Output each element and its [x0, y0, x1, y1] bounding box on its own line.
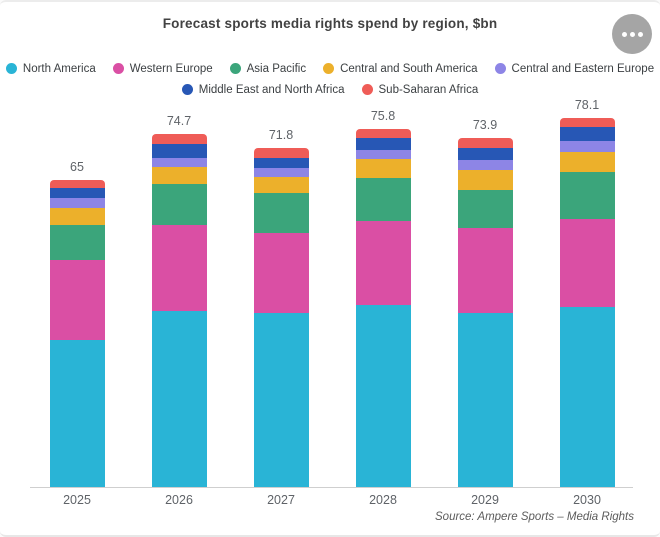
x-axis-label-2026: 2026	[165, 493, 193, 507]
bar-total-label: 74.7	[166, 114, 192, 129]
legend-dot-icon	[494, 63, 506, 74]
legend-item-sub-saharan-africa[interactable]: Sub-Saharan Africa	[361, 83, 479, 96]
bar-segment-central-and-eastern-europe[interactable]	[253, 168, 309, 177]
legend-dot-icon	[229, 63, 241, 74]
bar-segment-middle-east-and-north-africa[interactable]	[151, 144, 207, 158]
bar-segment-central-and-eastern-europe[interactable]	[49, 198, 105, 208]
bar-segment-central-and-south-america[interactable]	[151, 167, 207, 185]
x-axis-label-2028: 2028	[369, 493, 397, 507]
legend-item-middle-east-and-north-africa[interactable]: Middle East and North Africa	[181, 83, 345, 96]
bar-segment-sub-saharan-africa[interactable]	[355, 129, 411, 138]
bar-segment-central-and-eastern-europe[interactable]	[355, 149, 411, 160]
bar-segment-middle-east-and-north-africa[interactable]	[457, 148, 513, 161]
bar-2029[interactable]	[457, 138, 513, 487]
legend: North America Western Europe Asia Pacific C…	[0, 58, 660, 100]
legend-item-north-america[interactable]: North America	[5, 62, 96, 75]
x-axis-line	[30, 487, 633, 488]
bar-2030[interactable]	[559, 118, 615, 487]
bar-segment-asia-pacific[interactable]	[49, 225, 105, 261]
bar-segment-western-europe[interactable]	[49, 260, 105, 340]
x-axis-label-2029: 2029	[471, 493, 499, 507]
bar-2027[interactable]	[253, 148, 309, 487]
chart-title: Forecast sports media rights spend by re…	[162, 16, 498, 31]
legend-item-central-and-south-america[interactable]: Central and South America	[323, 62, 478, 75]
bar-segment-asia-pacific[interactable]	[457, 190, 513, 229]
bar-segment-asia-pacific[interactable]	[355, 177, 411, 222]
bar-total-label: 78.1	[574, 98, 600, 113]
bar-segment-central-and-south-america[interactable]	[253, 176, 309, 194]
legend-item-central-and-eastern-europe[interactable]: Central and Eastern Europe	[494, 62, 655, 75]
bar-segment-central-and-eastern-europe[interactable]	[559, 140, 615, 153]
legend-label: Central and South America	[340, 62, 478, 75]
bar-segment-central-and-south-america[interactable]	[49, 207, 105, 226]
bar-segment-central-and-south-america[interactable]	[355, 159, 411, 178]
bar-segment-sub-saharan-africa[interactable]	[559, 118, 615, 128]
bar-segment-western-europe[interactable]	[151, 224, 207, 311]
bar-segment-north-america[interactable]	[355, 304, 411, 487]
bar-2028[interactable]	[355, 129, 411, 487]
bar-segment-north-america[interactable]	[151, 310, 207, 487]
bar-total-label: 65	[70, 160, 84, 175]
legend-item-asia-pacific[interactable]: Asia Pacific	[229, 62, 307, 75]
bar-2025[interactable]	[49, 180, 105, 487]
bar-segment-middle-east-and-north-africa[interactable]	[559, 127, 615, 141]
legend-dot-icon	[112, 63, 124, 74]
more-options-button[interactable]	[612, 14, 652, 54]
bar-segment-western-europe[interactable]	[457, 228, 513, 314]
bar-segment-sub-saharan-africa[interactable]	[151, 134, 207, 145]
x-axis-label-2025: 2025	[63, 493, 91, 507]
bar-segment-middle-east-and-north-africa[interactable]	[253, 158, 309, 169]
bar-segment-north-america[interactable]	[253, 312, 309, 487]
ellipsis-icon	[621, 31, 627, 37]
bar-total-label: 73.9	[472, 118, 498, 133]
bar-segment-central-and-south-america[interactable]	[457, 170, 513, 191]
legend-label: North America	[22, 62, 96, 75]
legend-row: North America Western Europe Asia Pacific C…	[0, 58, 660, 79]
legend-label: Middle East and North Africa	[198, 83, 345, 96]
bar-segment-central-and-eastern-europe[interactable]	[151, 157, 207, 168]
x-axis-label-2030: 2030	[573, 493, 601, 507]
legend-label: Asia Pacific	[246, 62, 307, 75]
bar-segment-sub-saharan-africa[interactable]	[49, 180, 105, 188]
bar-segment-western-europe[interactable]	[253, 233, 309, 313]
legend-label: Sub-Saharan Africa	[378, 83, 479, 96]
bar-segment-north-america[interactable]	[559, 307, 615, 487]
bar-segment-central-and-eastern-europe[interactable]	[457, 160, 513, 171]
bar-segment-asia-pacific[interactable]	[253, 193, 309, 234]
bar-segment-sub-saharan-africa[interactable]	[457, 138, 513, 149]
legend-dot-icon	[361, 84, 373, 95]
bar-segment-central-and-south-america[interactable]	[559, 152, 615, 173]
bar-segment-north-america[interactable]	[49, 339, 105, 487]
bar-total-label: 71.8	[268, 128, 294, 143]
bar-segment-sub-saharan-africa[interactable]	[253, 148, 309, 158]
source-note: Source: Ampere Sports – Media Rights	[435, 511, 634, 523]
bar-segment-western-europe[interactable]	[559, 218, 615, 308]
bar-segment-western-europe[interactable]	[355, 221, 411, 305]
legend-row: Middle East and North Africa Sub-Saharan …	[0, 79, 660, 100]
legend-dot-icon	[323, 63, 335, 74]
ellipsis-icon	[637, 31, 643, 37]
legend-label: Central and Eastern Europe	[511, 62, 655, 75]
legend-item-western-europe[interactable]: Western Europe	[112, 62, 213, 75]
bar-segment-middle-east-and-north-africa[interactable]	[355, 137, 411, 150]
bar-segment-middle-east-and-north-africa[interactable]	[49, 187, 105, 199]
bar-segment-asia-pacific[interactable]	[559, 172, 615, 219]
bar-total-label: 75.8	[370, 109, 396, 124]
legend-label: Western Europe	[129, 62, 213, 75]
bar-segment-north-america[interactable]	[457, 313, 513, 487]
legend-dot-icon	[181, 84, 193, 95]
bar-2026[interactable]	[151, 134, 207, 487]
ellipsis-icon	[629, 31, 635, 37]
legend-dot-icon	[5, 63, 17, 74]
x-axis-label-2027: 2027	[267, 493, 295, 507]
bar-segment-asia-pacific[interactable]	[151, 184, 207, 225]
